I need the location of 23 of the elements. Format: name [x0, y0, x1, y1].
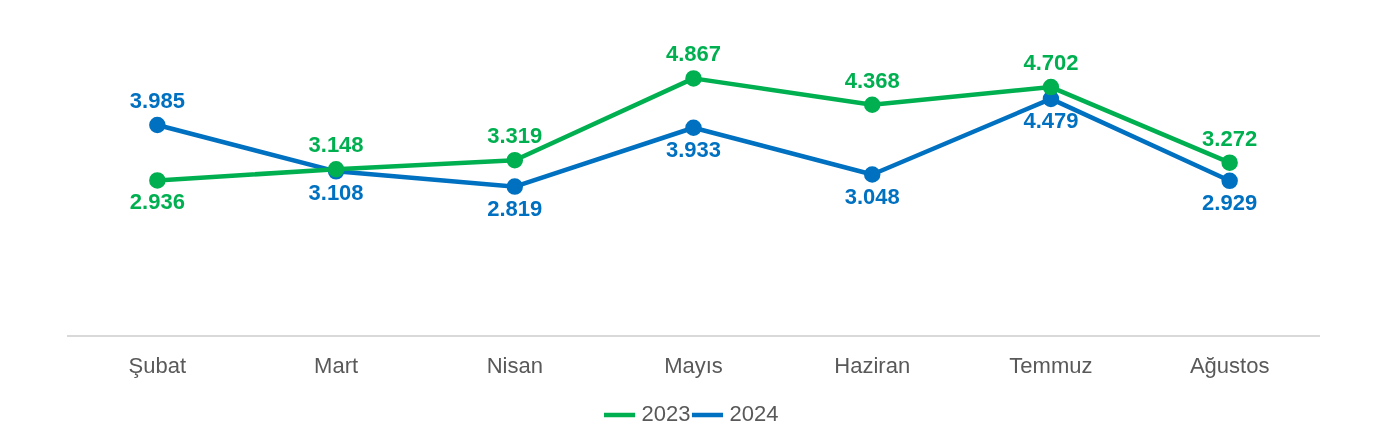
x-tick-label: Mart [314, 352, 359, 378]
x-tick-label: Ağustos [1189, 352, 1270, 378]
legend-label: 2023 [641, 401, 691, 427]
x-tick-label: Haziran [834, 352, 911, 378]
data-label: 4.702 [1023, 50, 1079, 76]
x-tick-label: Mayıs [664, 352, 723, 378]
data-label: 3.933 [665, 136, 722, 162]
data-label: 4.479 [1023, 107, 1079, 133]
data-label: 3.148 [308, 132, 364, 158]
data-label: 3.272 [1202, 125, 1258, 151]
data-label: 3.108 [308, 180, 364, 206]
legend-label: 2024 [729, 401, 779, 427]
data-label: 4.368 [844, 67, 900, 93]
data-label: 3.985 [129, 88, 185, 114]
data-label: 3.048 [844, 183, 900, 209]
x-tick-label: Nisan [486, 352, 543, 378]
data-label: 2.929 [1202, 189, 1258, 215]
data-label: 4.867 [665, 41, 722, 67]
data-label: 3.319 [487, 123, 543, 149]
x-tick-label: Temmuz [1009, 352, 1093, 378]
data-label: 2.819 [487, 195, 543, 221]
data-label: 2.936 [129, 189, 185, 215]
x-tick-label: Şubat [128, 352, 187, 378]
